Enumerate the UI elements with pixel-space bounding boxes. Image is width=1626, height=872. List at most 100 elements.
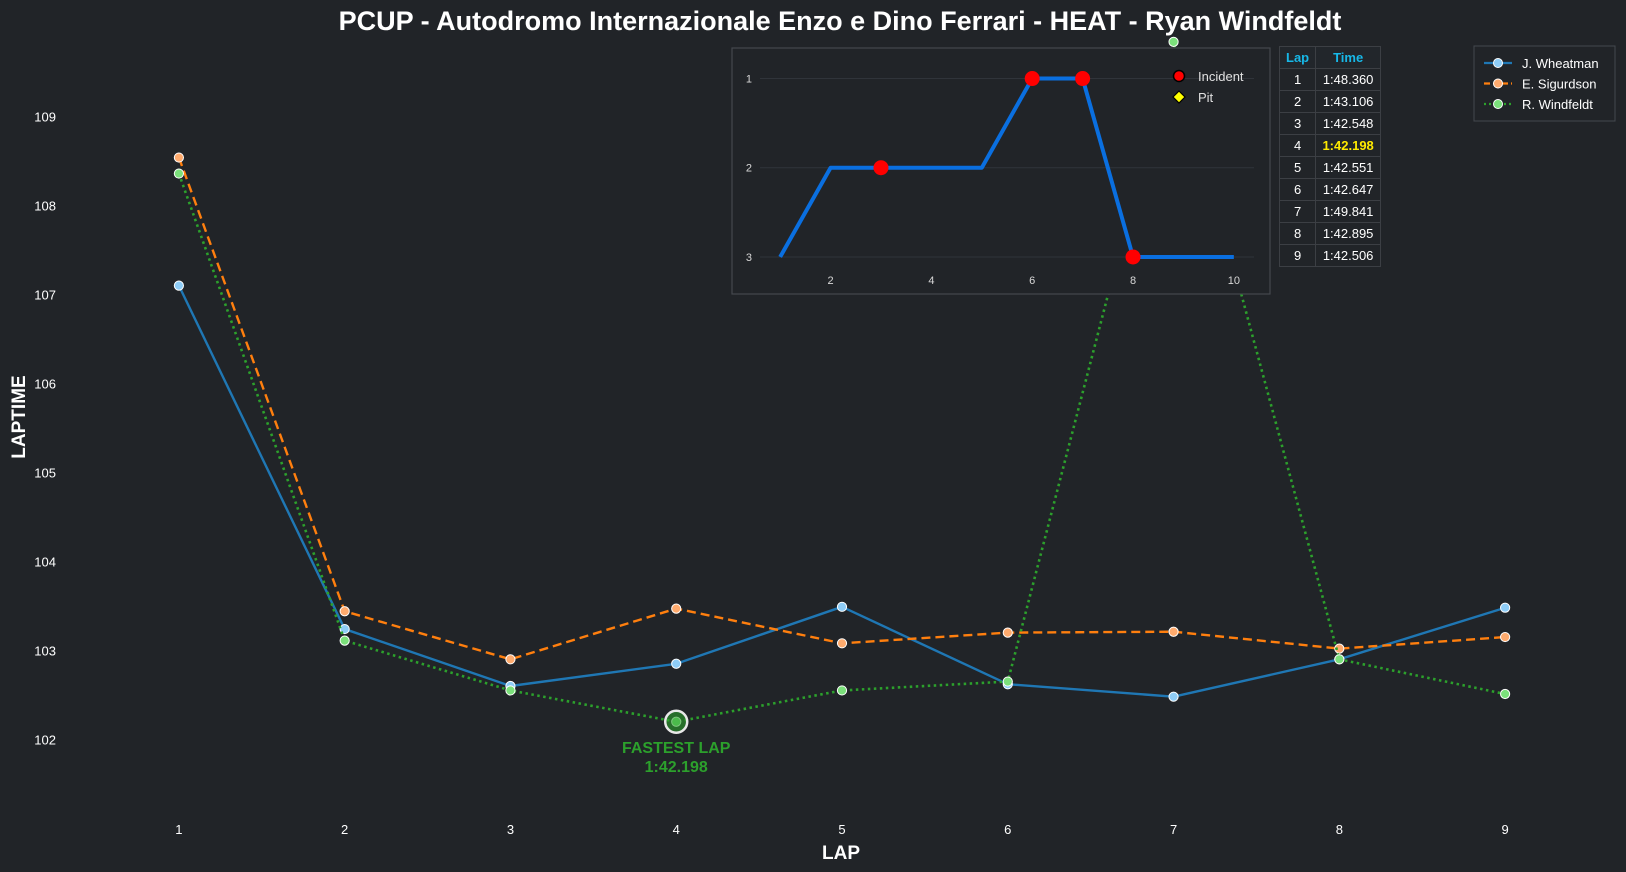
- data-point: [1168, 691, 1179, 702]
- lap-number-cell: 4: [1278, 134, 1317, 157]
- main-plot-area: 1 2 3 4 5 6 7 8 9102103104105106107108109FASTEST…: [34, 36, 1511, 837]
- y-tick-label: 109: [34, 110, 56, 125]
- lap-time-cell: 1:42.506: [1315, 244, 1382, 267]
- table-row: 7 1:49.841: [1278, 200, 1382, 223]
- table-row: 5 1:42.551: [1278, 156, 1382, 179]
- y-tick-label: 104: [34, 554, 56, 569]
- inset-y-tick-label: 3: [746, 252, 752, 264]
- lap-number-cell: 8: [1278, 222, 1317, 245]
- position-line: [778, 76, 1234, 259]
- x-tick-label: 1: [175, 822, 182, 837]
- data-point: [173, 152, 184, 163]
- inset-x-tick-label: 10: [1228, 275, 1240, 287]
- x-tick-label: 5: [838, 822, 845, 837]
- y-tick-label: 105: [34, 465, 56, 480]
- inset-legend-label: Incident: [1198, 69, 1244, 84]
- data-point: [1334, 654, 1345, 665]
- legend-marker: [1493, 58, 1503, 68]
- time-column-header: Time: [1315, 46, 1382, 69]
- series-line: [177, 40, 1506, 724]
- legend-marker: [1493, 78, 1503, 89]
- legend-label: R. Windfeldt: [1522, 97, 1593, 112]
- data-point: [836, 638, 848, 649]
- table-row: 4 1:42.198: [1278, 134, 1382, 157]
- legend-label: J. Wheatman: [1522, 56, 1599, 71]
- data-point: [1168, 36, 1179, 47]
- lap-time-cell: 1:42.198: [1315, 134, 1382, 157]
- chart-title: PCUP - Autodromo Internazionale Enzo e D…: [339, 6, 1342, 36]
- table-row: 6 1:42.647: [1278, 178, 1382, 201]
- data-point: [339, 606, 350, 617]
- x-tick-label: 8: [1336, 822, 1343, 837]
- x-tick-label: 3: [507, 822, 514, 837]
- x-tick-label: 6: [1004, 822, 1011, 837]
- y-tick-label: 102: [34, 732, 56, 747]
- x-axis-label: LAP: [822, 843, 860, 864]
- inset-x-tick-label: 6: [1029, 275, 1035, 287]
- y-tick-label: 107: [34, 288, 56, 303]
- lap-time-cell: 1:43.106: [1315, 90, 1382, 113]
- lap-times-table: Lap Time 1 1:48.360 2 1:43.106 3 1:42.548 4 1:4…: [1278, 46, 1382, 267]
- y-tick-label: 103: [34, 643, 56, 658]
- legend-label: E. Sigurdson: [1522, 77, 1596, 92]
- fastest-lap-label: FASTEST LAP: [622, 740, 731, 757]
- data-point: [1500, 602, 1511, 613]
- x-tick-label: 9: [1501, 822, 1508, 837]
- lap-column-header: Lap: [1278, 46, 1317, 69]
- lap-number-cell: 5: [1278, 156, 1317, 179]
- table-row: 1 1:48.360: [1278, 68, 1382, 91]
- series-legend: J. Wheatman E. Sigurdson R. Windfeldt: [1473, 45, 1616, 122]
- incident-legend-icon: [1172, 69, 1186, 83]
- incident-marker: [1125, 249, 1141, 265]
- legend-marker: [1493, 99, 1503, 109]
- y-tick-label: 106: [34, 377, 56, 392]
- data-point: [836, 685, 848, 696]
- inset-x-tick-label: 8: [1130, 275, 1136, 287]
- inset-y-tick-label: 2: [746, 163, 752, 175]
- incident-marker: [873, 160, 889, 176]
- table-row: 2 1:43.106: [1278, 90, 1382, 113]
- y-axis-label: LAPTIME: [9, 375, 30, 458]
- lap-number-cell: 1: [1278, 68, 1317, 91]
- y-tick-label: 108: [34, 199, 56, 214]
- pit-legend-icon: [1172, 90, 1186, 104]
- position-inset-chart: 1 2 3 2 4 6 8 10 Incident Pit: [731, 47, 1271, 295]
- table-row: 3 1:42.548: [1278, 112, 1382, 135]
- data-point: [173, 280, 184, 291]
- x-tick-label: 2: [341, 822, 348, 837]
- data-point: [505, 654, 516, 665]
- lap-time-cell: 1:42.895: [1315, 222, 1382, 245]
- lap-time-cell: 1:48.360: [1315, 68, 1382, 91]
- data-point: [1500, 688, 1511, 700]
- x-tick-label: 4: [673, 822, 680, 837]
- data-point: [1002, 676, 1013, 687]
- lap-time-cell: 1:49.841: [1315, 200, 1382, 223]
- data-point: [505, 685, 516, 696]
- lap-time-cell: 1:42.548: [1315, 112, 1382, 135]
- inset-frame: [731, 47, 1271, 295]
- lap-number-cell: 9: [1278, 244, 1317, 267]
- lap-time-cell: 1:42.647: [1315, 178, 1382, 201]
- incident-marker: [1024, 71, 1040, 87]
- data-point: [836, 601, 848, 612]
- data-point: [1002, 627, 1013, 638]
- data-point: [1168, 626, 1179, 637]
- data-point: [339, 635, 350, 646]
- data-point: [671, 658, 682, 669]
- data-point: [173, 168, 184, 179]
- lap-number-cell: 2: [1278, 90, 1317, 113]
- fastest-lap-marker: [663, 709, 689, 735]
- data-point: [1500, 631, 1511, 643]
- inset-legend-label: Pit: [1198, 90, 1214, 105]
- inset-x-tick-label: 2: [828, 275, 834, 287]
- lap-table-header-row: Lap Time: [1278, 46, 1382, 69]
- lap-number-cell: 7: [1278, 200, 1317, 223]
- series-line: [177, 285, 1506, 698]
- table-row: 8 1:42.895: [1278, 222, 1382, 245]
- incident-marker: [1075, 71, 1091, 87]
- data-point: [671, 603, 682, 614]
- x-tick-label: 7: [1170, 822, 1177, 837]
- data-point: [1334, 643, 1345, 654]
- lap-number-cell: 3: [1278, 112, 1317, 135]
